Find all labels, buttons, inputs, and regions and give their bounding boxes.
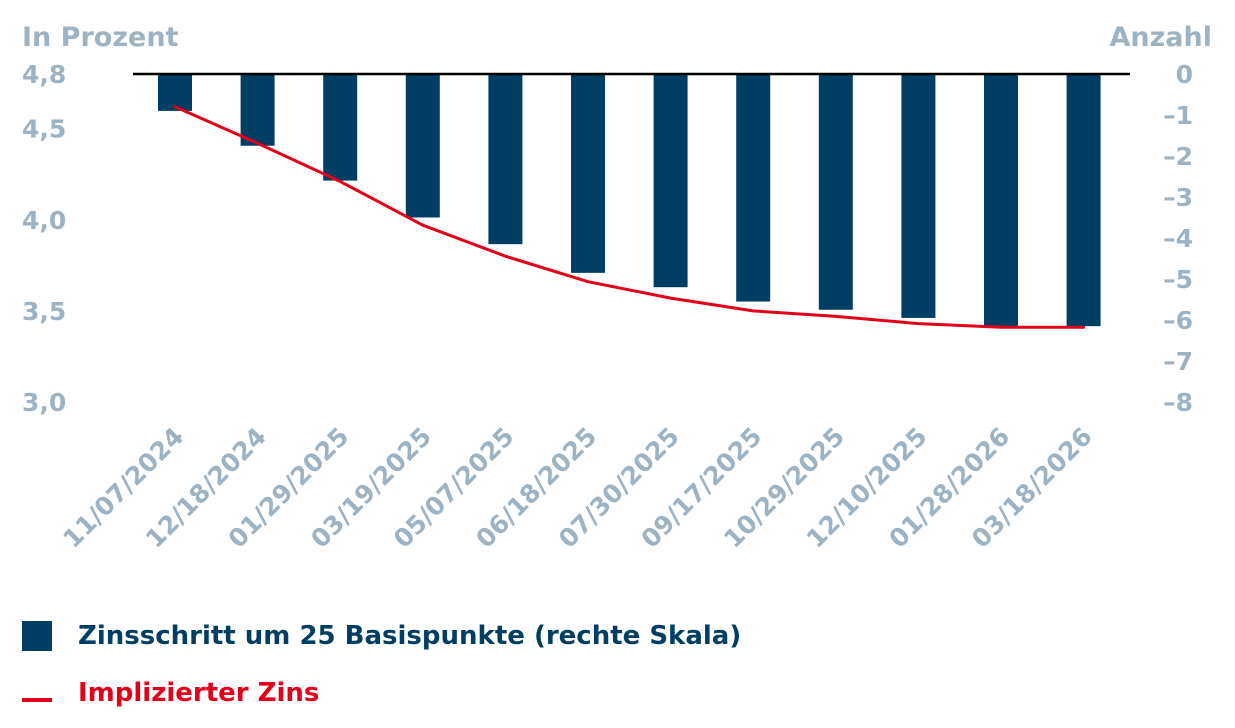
right-tick-label: –5 [1163,265,1193,294]
bar-03/18/2026 [1066,74,1101,327]
legend-line-swatch [22,698,52,702]
right-tick-label: –8 [1163,388,1193,417]
line-layer [173,105,1086,329]
left-tick-label: 4,5 [22,115,66,144]
bar-03/19/2025 [405,74,440,218]
left-axis-title: In Prozent [22,22,179,53]
bar-09/17/2025 [736,74,771,302]
left-axis-ticks: 4,8 4,5 4,0 3,5 3,0 [22,60,66,417]
bar-12/18/2024 [240,74,275,146]
bar-06/18/2025 [571,74,605,273]
bar-11/07/2024 [158,74,192,111]
right-tick-label: –6 [1163,306,1193,335]
bar-01/29/2025 [323,74,358,181]
bar-01/28/2026 [984,74,1018,327]
right-axis-title: Anzahl [1109,22,1212,53]
implied-rate-line [173,105,1086,329]
bar-07/30/2025 [653,74,688,288]
chart: In Prozent Anzahl 4,8 4,5 4,0 3,5 3,0 0 –1 –2 –… [22,22,1212,554]
legend-bar-entry: Zinsschritt um 25 Basispunkte (rechte Sk… [22,621,741,651]
bar-12/10/2025 [901,74,936,318]
right-tick-label: –3 [1163,183,1193,212]
bars-layer [158,74,1101,327]
bar-05/07/2025 [488,74,523,245]
legend-bar-label: Zinsschritt um 25 Basispunkte (rechte Sk… [78,621,742,651]
right-tick-label: –4 [1163,224,1193,253]
left-tick-label: 3,0 [22,388,66,417]
right-tick-label: –1 [1163,101,1193,130]
right-tick-label: 0 [1176,60,1193,89]
left-tick-label: 4,8 [22,60,66,89]
right-tick-label: –2 [1163,142,1193,171]
legend-bar-swatch [22,621,52,651]
right-tick-label: –7 [1163,347,1193,376]
legend-line-entry: Implizierter Zins [22,678,319,708]
left-tick-label: 3,5 [22,297,66,326]
bar-10/29/2025 [818,74,853,310]
right-axis-ticks: 0 –1 –2 –3 –4 –5 –6 –7 –8 [1163,60,1193,417]
legend-line-label: Implizierter Zins [78,678,320,708]
left-tick-label: 4,0 [22,206,66,235]
x-axis-ticks: 11/07/202412/18/202401/29/202503/19/2025… [57,422,1097,554]
